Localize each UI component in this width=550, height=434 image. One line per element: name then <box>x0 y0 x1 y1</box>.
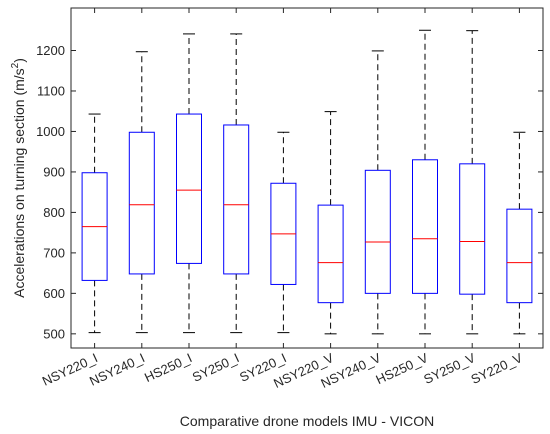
box-hs250-i <box>176 33 202 334</box>
x-axis-label: Comparative drone models IMU - VICON <box>180 413 434 429</box>
box-iqr <box>317 204 344 304</box>
y-axis-label-suffix: ) <box>11 58 27 63</box>
box-sy250-i <box>223 33 250 334</box>
box-series <box>81 29 533 335</box>
box-iqr <box>506 208 533 304</box>
box-sy220-i <box>270 131 297 334</box>
box-hs250-v <box>412 29 438 335</box>
box-iqr <box>412 159 438 294</box>
box-nsy240-i <box>128 51 155 334</box>
box-nsy240-v <box>364 50 391 335</box>
box-iqr <box>364 169 391 294</box>
y-axis-label-superscript: 2 <box>10 62 21 68</box>
box-iqr <box>223 124 250 275</box>
box-sy250-v <box>459 30 486 335</box>
y-tick-label: 700 <box>43 245 65 260</box>
box-sy220-v <box>506 131 533 335</box>
x-tick-label: HS250_I <box>142 350 194 385</box>
x-tick-label: SY220_V <box>469 350 525 387</box>
x-tick-label: HS250_V <box>373 350 430 387</box>
box-iqr <box>176 113 202 264</box>
y-tick-label: 1000 <box>36 124 65 139</box>
y-tick-label: 900 <box>43 164 65 179</box>
box-nsy220-v <box>317 111 344 335</box>
y-tick-label: 1100 <box>37 83 65 98</box>
y-tick-label: 500 <box>43 326 65 341</box>
y-axis-label: Accelerations on turning section (m/s2) <box>10 58 27 298</box>
box-nsy220-i <box>81 113 108 334</box>
y-tick-label: 800 <box>43 205 65 220</box>
x-tick-label: SY250_I <box>190 350 242 385</box>
x-tick-label: SY250_V <box>421 350 477 387</box>
box-iqr <box>128 131 155 275</box>
y-axis-label-main: Accelerations on turning section (m/s <box>11 68 27 298</box>
box-iqr <box>459 163 486 295</box>
y-tick-label: 1200 <box>36 43 65 58</box>
plot-area <box>70 7 544 349</box>
y-axis-ticks: 500 600 700 800 900 1000 1100 1200 <box>36 43 543 341</box>
y-tick-label: 600 <box>43 286 65 301</box>
